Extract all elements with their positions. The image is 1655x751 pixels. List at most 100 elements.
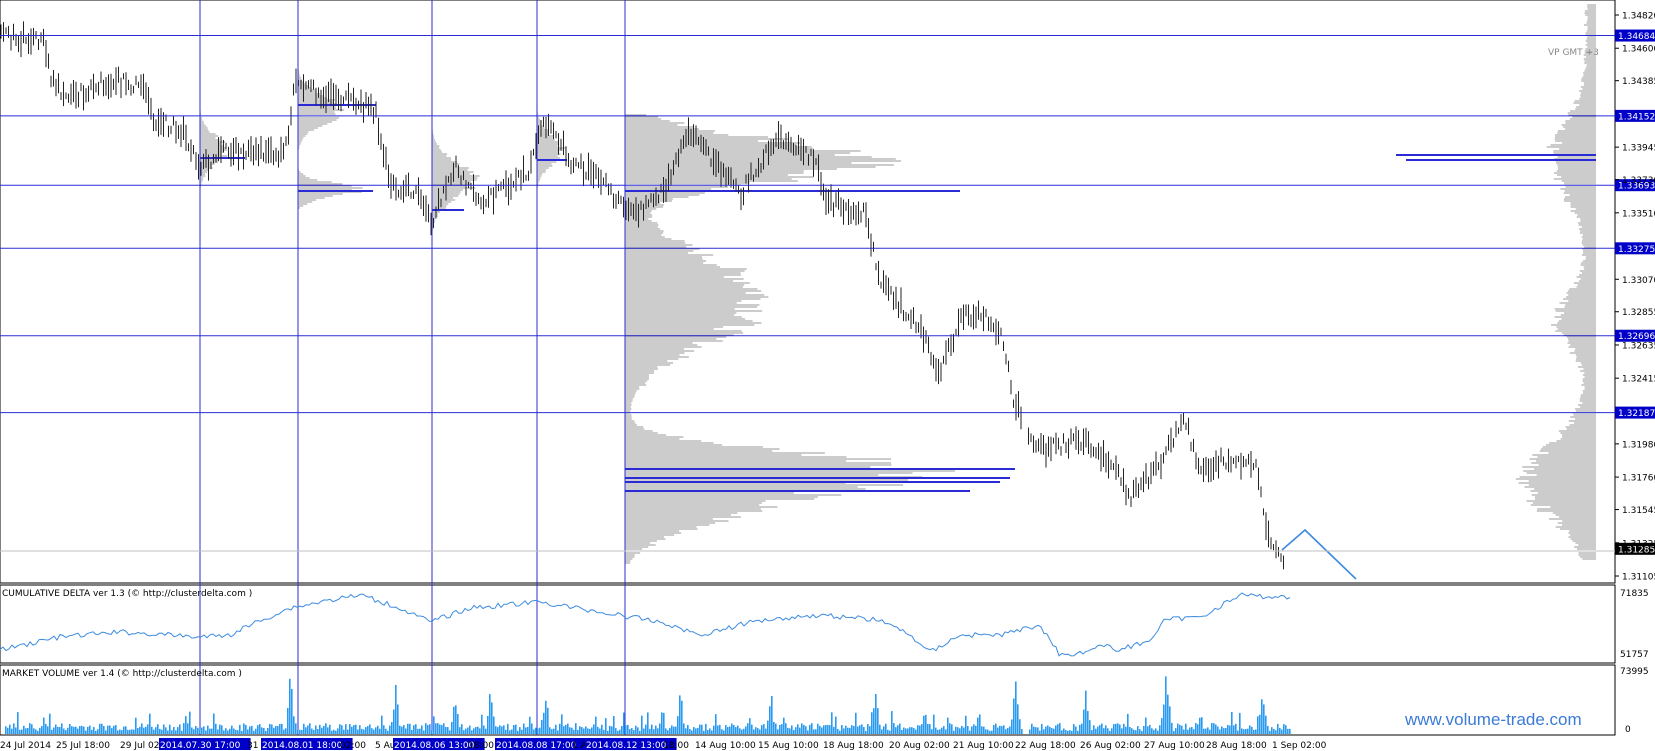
volume-bar: [181, 730, 183, 734]
price-bars: [0, 21, 1284, 570]
volume-bar: [1145, 717, 1147, 734]
volume-bar: [573, 729, 575, 734]
volume-bar: [867, 724, 869, 734]
volume-bar: [377, 725, 379, 734]
time-label: 2014.08.08 17:00: [496, 741, 577, 751]
volume-bar: [393, 709, 395, 734]
volume-bar: [35, 729, 37, 734]
volume-bar: [1233, 725, 1235, 734]
volume-bar: [1057, 724, 1059, 734]
volume-bar: [1013, 698, 1015, 734]
volume-bar: [331, 730, 333, 734]
volume-bar: [965, 715, 967, 734]
volume-bar: [809, 724, 811, 734]
volume-bar: [63, 728, 65, 734]
volume-bar: [435, 723, 437, 734]
volume-bar: [39, 727, 41, 734]
volume-bar: [189, 711, 191, 734]
level-price-label: 1.33275: [1618, 245, 1655, 255]
volume-bar: [133, 729, 135, 734]
volume-bar: [359, 725, 361, 734]
volume-bar: [307, 725, 309, 734]
volume-bar: [855, 712, 857, 734]
session-lines: [199, 0, 626, 735]
volume-bar: [691, 730, 693, 734]
cumulative-delta-panel[interactable]: [0, 584, 1616, 664]
volume-bar: [801, 723, 803, 734]
volume-bar: [881, 729, 883, 734]
volume-bar: [605, 718, 607, 734]
volume-bar: [629, 729, 631, 734]
volume-bar: [529, 716, 531, 734]
level-price-label: 1.34152: [1618, 112, 1655, 122]
volume-bar: [661, 712, 663, 734]
volume-bar: [937, 729, 939, 734]
volume-bar: [1243, 729, 1245, 734]
volume-bar: [725, 725, 727, 734]
volume-bar: [943, 726, 945, 734]
volume-bar: [335, 730, 337, 734]
volume-bar: [1255, 729, 1257, 734]
volume-bar: [489, 694, 491, 734]
volume-bar: [915, 729, 917, 734]
volume-bar: [1063, 728, 1065, 734]
volume-bar: [963, 727, 965, 734]
volume-bar: [1151, 728, 1153, 734]
volume-bar: [421, 725, 423, 734]
volume-bar: [341, 725, 343, 734]
price-tick-label: 1.33070: [1622, 276, 1655, 286]
volume-bar: [1219, 729, 1221, 734]
market-volume-panel[interactable]: [0, 664, 1616, 736]
volume-bar: [399, 725, 401, 734]
volume-bar: [509, 730, 511, 734]
volume-bar: [981, 726, 983, 734]
volume-profiles: [200, 4, 1596, 564]
volume-bar: [891, 711, 893, 734]
volume-bar: [197, 727, 199, 734]
volume-bar: [469, 725, 471, 734]
volume-bar: [109, 725, 111, 734]
volume-bar: [603, 729, 605, 734]
volume-bar: [907, 728, 909, 734]
time-label: 18:00: [663, 741, 689, 751]
time-label: 27 Aug 10:00: [1144, 741, 1205, 751]
volume-bar: [1041, 724, 1043, 734]
volume-bar: [1017, 704, 1019, 734]
volume-bar: [985, 729, 987, 734]
volume-bar: [9, 724, 11, 734]
volume-bar: [723, 730, 725, 734]
volume-bar: [797, 724, 799, 734]
volume-bar: [363, 729, 365, 734]
volume-bar: [773, 721, 775, 734]
price-axis: 1.34684 1.34152 1.33693 1.33275 1.32696 1.321…: [1615, 12, 1655, 583]
volume-bar: [967, 725, 969, 734]
volume-bar: [383, 725, 385, 734]
volume-bar: [699, 724, 701, 734]
volume-bar: [539, 727, 541, 734]
volume-bar: [505, 729, 507, 734]
volume-bar: [585, 726, 587, 734]
volume-bar: [679, 695, 681, 734]
time-label: 26 Aug 02:00: [1080, 741, 1141, 751]
volume-bar: [253, 730, 255, 734]
volume-bar: [671, 725, 673, 734]
volume-bar: [1059, 723, 1061, 734]
main-price-panel[interactable]: [0, 0, 1616, 584]
volume-bar: [803, 724, 805, 734]
volume-bar: [587, 728, 589, 734]
watermark[interactable]: www.volume-trade.com: [1404, 710, 1582, 729]
volume-bar: [297, 729, 299, 734]
volume-bar: [899, 723, 901, 734]
volume-bar: [1103, 728, 1105, 734]
volume-bar: [1251, 726, 1253, 734]
volume-bar: [707, 730, 709, 734]
volume-bar: [415, 724, 417, 734]
volume-bar: [1179, 724, 1181, 734]
volume-bar: [1283, 724, 1285, 734]
volume-bar: [589, 728, 591, 734]
volume-bar: [53, 727, 55, 734]
volume-bar: [69, 724, 71, 734]
volume-bar: [1281, 729, 1283, 734]
price-tick-label: 1.31545: [1622, 506, 1655, 516]
